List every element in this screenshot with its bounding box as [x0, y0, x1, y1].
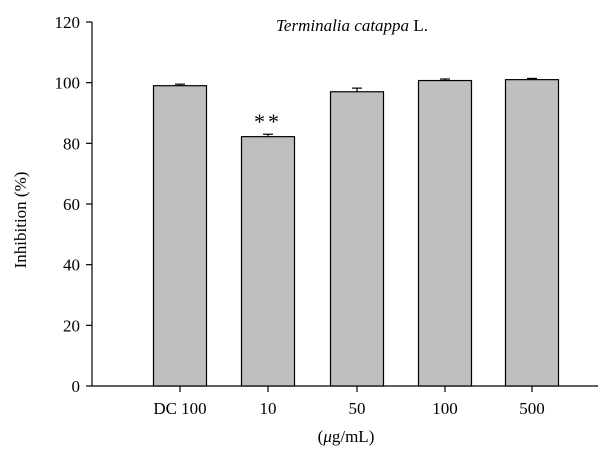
bar [329, 91, 385, 387]
chart-title-italic: Terminalia catappa [276, 16, 409, 35]
x-axis: DC 100 10 50 100 500 [92, 385, 598, 418]
x-axis-label-suffix: g/mL) [332, 427, 375, 446]
bar [152, 85, 208, 387]
x-tick-label: 100 [432, 399, 458, 418]
y-axis-label: Inhibition (%) [11, 172, 30, 269]
annotations: ** [254, 109, 282, 134]
svg-text:Terminalia catappa L.: Terminalia catappa L. [276, 16, 428, 35]
bars [152, 77, 560, 387]
bar [240, 136, 296, 387]
chart-title-rest: L. [409, 16, 428, 35]
x-axis-label: (μg/mL) [318, 427, 375, 446]
x-axis-label-mu: μ [322, 427, 332, 446]
bar [504, 79, 560, 387]
y-tick-label: 0 [72, 377, 81, 396]
x-axis-label-prefix: ( [318, 427, 324, 446]
y-tick-label: 20 [63, 316, 80, 335]
significance-marker: ** [254, 109, 282, 134]
x-tick-label: 500 [519, 399, 545, 418]
y-axis: 0 20 40 60 80 100 120 [55, 13, 93, 396]
chart-title: Terminalia catappa L. [276, 16, 428, 35]
y-tick-label: 60 [63, 195, 80, 214]
y-tick-label: 120 [55, 13, 81, 32]
y-tick-label: 80 [63, 134, 80, 153]
x-tick-label: 50 [349, 399, 366, 418]
x-tick-label: DC 100 [153, 399, 206, 418]
y-tick-label: 40 [63, 256, 80, 275]
y-tick-label: 100 [55, 74, 81, 93]
bar [417, 79, 473, 387]
x-tick-label: 10 [260, 399, 277, 418]
